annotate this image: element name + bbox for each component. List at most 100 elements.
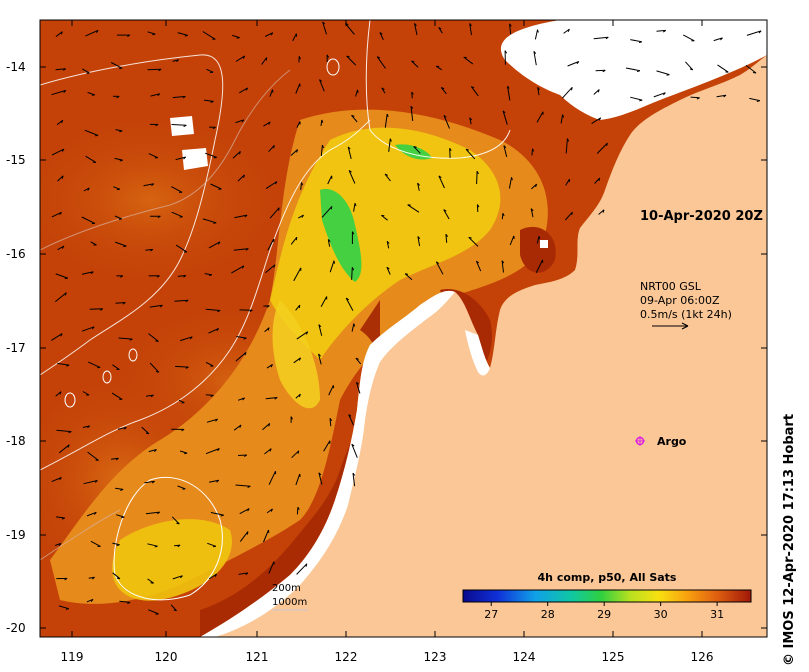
current-vector-head: [189, 336, 193, 340]
current-vector-head: [127, 34, 131, 37]
current-vector: [351, 444, 358, 458]
current-vector: [355, 89, 358, 97]
current-vector-head: [60, 31, 63, 35]
current-vector: [232, 151, 241, 159]
current-vector-head: [438, 27, 442, 30]
current-vector-head: [270, 364, 273, 368]
current-vector-head: [441, 87, 445, 90]
current-vector-head: [61, 517, 65, 520]
current-vector-head: [150, 248, 154, 252]
current-vector-head: [689, 68, 693, 71]
current-vector: [322, 21, 327, 35]
current-vector-head: [159, 304, 163, 308]
current-vector-head: [215, 418, 218, 422]
current-vector: [411, 92, 413, 99]
current-vector: [630, 96, 643, 101]
current-vector-head: [301, 182, 304, 186]
current-vector: [379, 32, 384, 41]
current-vector: [179, 450, 188, 454]
lat-label: -17: [6, 341, 26, 355]
current-vector-head: [151, 480, 155, 484]
current-vector-head: [267, 327, 270, 331]
current-vector: [238, 572, 249, 575]
current-vector-head: [567, 28, 570, 33]
current-vector-head: [504, 50, 508, 54]
lat-axis: -14 -15 -16 -17 -18 -19 -20: [6, 60, 767, 635]
current-vector-head: [127, 601, 131, 604]
current-vector: [435, 261, 444, 275]
current-vector-head: [379, 32, 383, 35]
current-vector-head: [438, 175, 442, 179]
current-vector: [148, 333, 159, 342]
current-vector: [407, 204, 420, 213]
current-vector: [563, 28, 570, 34]
current-vector: [84, 129, 99, 136]
current-vector-head: [414, 23, 417, 27]
current-vector-head: [347, 146, 351, 150]
current-vector: [148, 153, 159, 159]
current-vector-head: [129, 338, 133, 341]
argo-label: Argo: [657, 435, 687, 448]
current-vector: [564, 211, 573, 221]
current-vector: [149, 362, 160, 373]
current-vector: [115, 241, 127, 247]
current-vector-head: [278, 207, 280, 211]
current-vector-head: [213, 156, 217, 159]
current-vector-head: [298, 357, 302, 361]
current-vector: [329, 260, 335, 273]
current-vector: [206, 68, 214, 73]
current-vector: [351, 323, 355, 332]
current-vector: [535, 259, 544, 274]
current-vector: [235, 55, 245, 62]
current-vector: [347, 146, 352, 160]
current-vector: [388, 138, 391, 152]
current-vector-head: [177, 544, 181, 548]
current-vector-head: [571, 211, 573, 216]
lon-label: 123: [424, 650, 447, 664]
current-vector: [174, 299, 189, 302]
current-vector-head: [274, 397, 278, 400]
current-vector: [565, 178, 570, 186]
current-vector: [591, 117, 601, 125]
current-vector: [264, 448, 272, 455]
current-vector-head: [236, 37, 240, 39]
current-vector-head: [413, 146, 417, 148]
current-vector: [469, 117, 472, 125]
current-vector-head: [63, 68, 66, 71]
current-vector: [232, 34, 240, 39]
current-vector-head: [326, 54, 330, 58]
current-vector: [262, 423, 271, 431]
current-vector-head: [530, 208, 534, 212]
current-vector: [293, 357, 301, 364]
current-vector-head: [535, 183, 538, 188]
current-vector-head: [58, 543, 62, 547]
lon-label: 121: [246, 650, 269, 664]
current-vector: [205, 448, 220, 455]
current-vector-head: [318, 472, 322, 476]
current-vector: [296, 563, 308, 575]
current-vector-head: [696, 97, 700, 100]
current-vector-head: [60, 333, 63, 337]
current-vector: [348, 414, 354, 426]
current-vector-head: [216, 479, 220, 483]
current-vector-head: [503, 145, 507, 149]
lat-label: -15: [6, 153, 26, 167]
current-vector-head: [176, 522, 180, 525]
current-vector-head: [121, 516, 125, 519]
colorbar-tick-label: 27: [484, 608, 498, 621]
current-vector-head: [90, 271, 94, 275]
current-vector-head: [185, 299, 189, 303]
current-vector: [90, 241, 97, 246]
current-vector-head: [355, 357, 359, 360]
current-vector: [291, 450, 300, 459]
current-vector: [149, 304, 163, 308]
current-vector: [625, 67, 640, 72]
current-vector: [86, 511, 97, 517]
current-vector: [55, 68, 66, 71]
current-vector-head: [354, 203, 357, 207]
colorbar-ticks: 27 28 29 30 31: [484, 602, 724, 621]
current-scale-label: 0.5m/s (1kt 24h): [640, 308, 732, 321]
current-vector: [290, 236, 298, 245]
current-vector: [445, 234, 448, 243]
current-vector-head: [268, 423, 271, 427]
